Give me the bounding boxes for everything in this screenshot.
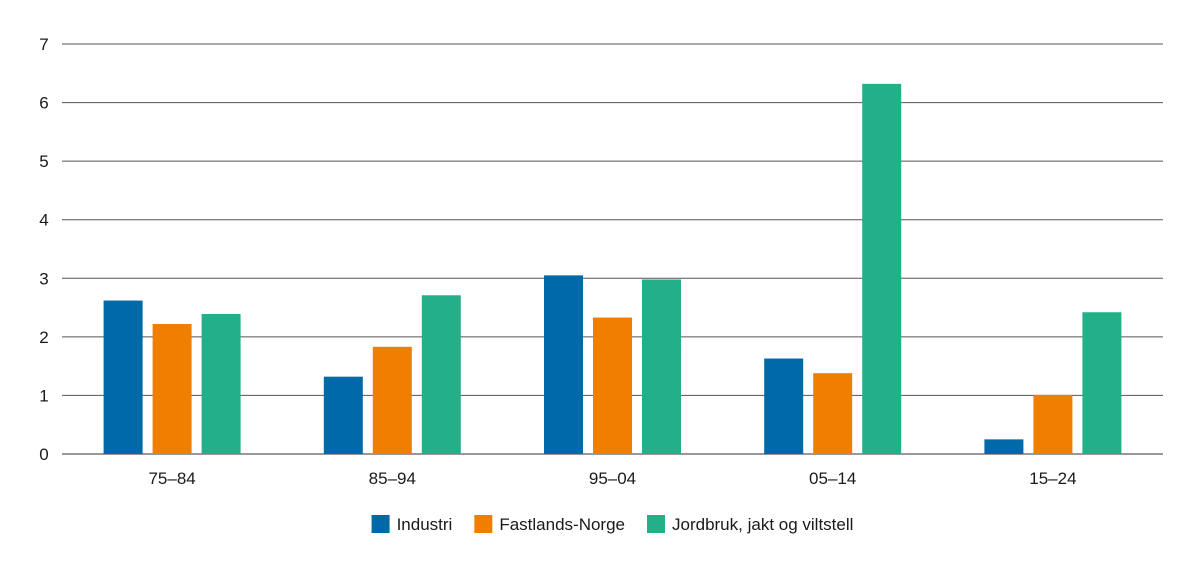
bar-jordbruk-jakt-og-viltstell-0 (201, 314, 241, 454)
legend-swatch (371, 515, 390, 533)
bar-fastlands-norge-3 (813, 373, 853, 454)
bar-fastlands-norge-4 (1033, 394, 1073, 454)
y-tick-label: 7 (39, 35, 48, 54)
x-tick-label: 05–14 (809, 469, 856, 488)
legend-item: Industri (371, 515, 453, 534)
legend-label: Industri (397, 515, 453, 534)
bar-industri-2 (544, 275, 583, 454)
x-tick-label: 95–04 (589, 469, 636, 488)
bar-industri-1 (323, 376, 363, 454)
y-tick-label: 2 (39, 328, 48, 347)
bars (103, 83, 1122, 454)
bar-jordbruk-jakt-og-viltstell-3 (862, 83, 902, 454)
x-tick-label: 85–94 (369, 469, 416, 488)
y-tick-label: 3 (39, 269, 48, 288)
legend-label: Jordbruk, jakt og viltstell (672, 515, 853, 534)
bar-jordbruk-jakt-og-viltstell-4 (1082, 312, 1122, 454)
bar-fastlands-norge-0 (152, 323, 192, 454)
x-tick-label: 75–84 (148, 469, 195, 488)
legend-label: Fastlands-Norge (499, 515, 625, 534)
bar-industri-4 (984, 439, 1024, 454)
legend: Industri Fastlands-Norge Jordbruk, jakt og… (371, 515, 853, 534)
y-tick-label: 5 (39, 152, 48, 171)
bar-fastlands-norge-2 (593, 317, 632, 454)
y-axis-ticks: 0 1 2 3 4 5 6 7 (39, 35, 48, 464)
legend-swatch (474, 515, 493, 533)
bar-industri-0 (103, 300, 143, 454)
bar-jordbruk-jakt-og-viltstell-1 (421, 295, 461, 454)
legend-item: Fastlands-Norge (474, 515, 625, 534)
bar-jordbruk-jakt-og-viltstell-2 (642, 279, 681, 454)
y-tick-label: 6 (39, 94, 48, 113)
x-tick-label: 15–24 (1029, 469, 1076, 488)
y-tick-label: 0 (39, 445, 48, 464)
x-axis-ticks: 75–84 85–94 95–04 05–14 15–24 (148, 469, 1076, 488)
bar-fastlands-norge-1 (372, 346, 412, 454)
legend-item: Jordbruk, jakt og viltstell (647, 515, 853, 534)
bar-industri-3 (764, 358, 804, 454)
legend-swatch (647, 515, 666, 533)
y-tick-label: 4 (39, 211, 48, 230)
y-tick-label: 1 (39, 386, 48, 405)
